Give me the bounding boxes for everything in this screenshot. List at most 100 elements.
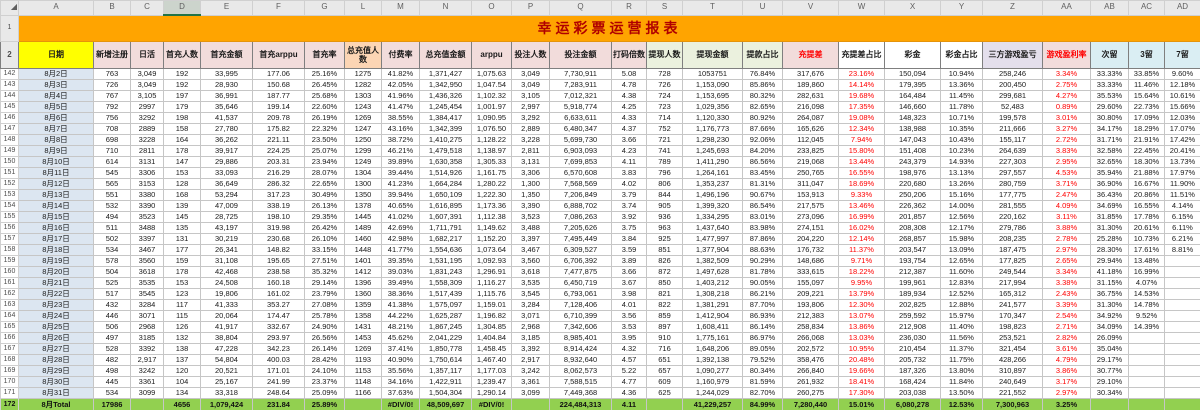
cell[interactable]: 177,775 <box>982 189 1043 201</box>
cell[interactable]: 13.50% <box>940 387 983 399</box>
cell[interactable]: 3545 <box>130 288 164 300</box>
cell[interactable]: 6.11% <box>1164 222 1200 234</box>
cell[interactable]: 1,412,904 <box>682 310 743 322</box>
cell[interactable]: 1299 <box>344 145 382 157</box>
cell[interactable]: 15.97% <box>940 310 983 322</box>
cell[interactable]: 137 <box>163 354 201 366</box>
cell[interactable]: 87.66% <box>742 123 783 135</box>
header-W[interactable]: 充提差占比 <box>838 41 885 69</box>
cell[interactable]: 201,857 <box>884 211 941 223</box>
cell[interactable]: 38.36% <box>381 288 420 300</box>
cell[interactable]: 89.05% <box>742 343 783 355</box>
cell[interactable]: 32.58% <box>1090 145 1129 157</box>
cell[interactable]: 25.09% <box>304 387 345 399</box>
cell[interactable]: 41.02% <box>381 211 420 223</box>
col-letter-P[interactable]: P <box>511 0 550 16</box>
col-letter-Q[interactable]: Q <box>549 0 612 16</box>
cell[interactable]: 11.84% <box>940 376 983 388</box>
cell[interactable]: 498 <box>93 365 131 377</box>
cell[interactable]: 11.78% <box>940 101 983 113</box>
cell[interactable]: 1,575,097 <box>419 299 472 311</box>
cell[interactable]: 3,392 <box>511 343 550 355</box>
cell[interactable]: 10.61% <box>1164 90 1200 102</box>
cell[interactable]: 227,303 <box>982 156 1043 168</box>
cell[interactable]: 17.35% <box>838 101 885 113</box>
cell[interactable]: 38.72% <box>381 134 420 146</box>
cell[interactable]: 41.47% <box>381 101 420 113</box>
cell[interactable]: 1303 <box>344 90 382 102</box>
cell[interactable]: 3185 <box>130 332 164 344</box>
cell[interactable]: 17.07% <box>1164 123 1200 135</box>
cell[interactable]: 7,206,849 <box>549 189 612 201</box>
cell[interactable]: 338.19 <box>252 200 305 212</box>
cell[interactable]: 332.67 <box>252 321 305 333</box>
cell[interactable]: 4.01 <box>611 299 647 311</box>
cell[interactable]: 1,280.22 <box>471 178 512 190</box>
cell[interactable]: 8,932,640 <box>549 354 612 366</box>
cell[interactable]: 31.15% <box>1090 277 1129 289</box>
cell[interactable]: 565 <box>93 178 131 190</box>
cell[interactable]: 23.79% <box>304 288 345 300</box>
cell[interactable]: 86.56% <box>742 156 783 168</box>
cell[interactable]: 7,449,368 <box>549 387 612 399</box>
cell[interactable]: 261,932 <box>782 376 839 388</box>
cell[interactable]: 179,395 <box>884 79 941 91</box>
cell[interactable]: 1,496,196 <box>682 189 743 201</box>
cell[interactable]: 86.54% <box>742 200 783 212</box>
date-cell[interactable]: 8月22日 <box>18 288 94 300</box>
cell[interactable]: 80.32% <box>742 90 783 102</box>
cell[interactable]: 132 <box>163 332 201 344</box>
cell[interactable]: 30.80% <box>1090 112 1129 124</box>
cell[interactable]: 1489 <box>344 222 382 234</box>
cell[interactable]: 1243 <box>344 101 382 113</box>
cell[interactable] <box>1164 332 1200 344</box>
cell[interactable]: 250,206 <box>884 189 941 201</box>
cell[interactable]: 18.29% <box>1128 123 1165 135</box>
total-cell[interactable] <box>1164 398 1200 410</box>
cell[interactable]: 3.56 <box>611 310 647 322</box>
cell[interactable]: 36,991 <box>200 90 253 102</box>
cell[interactable]: 33.33% <box>1090 79 1129 91</box>
cell[interactable]: 1448 <box>344 244 382 256</box>
cell[interactable]: 86.93% <box>742 310 783 322</box>
cell[interactable]: 7,477,875 <box>549 266 612 278</box>
cell[interactable]: 14.93% <box>940 156 983 168</box>
cell[interactable]: 1300 <box>344 178 382 190</box>
cell[interactable] <box>1164 299 1200 311</box>
cell[interactable]: 3,467 <box>511 244 550 256</box>
cell[interactable]: 1,353,237 <box>682 178 743 190</box>
cell[interactable]: 11.60% <box>940 266 983 278</box>
cell[interactable]: 104 <box>163 376 201 388</box>
cell[interactable]: 2889 <box>130 123 164 135</box>
cell[interactable]: 310,897 <box>982 365 1043 377</box>
cell[interactable]: 936 <box>646 211 683 223</box>
cell[interactable] <box>1128 387 1165 399</box>
cell[interactable]: 3,131 <box>511 156 550 168</box>
cell[interactable]: 41,537 <box>200 112 253 124</box>
cell[interactable]: 796 <box>646 167 683 179</box>
cell[interactable]: 625 <box>646 387 683 399</box>
cell[interactable]: 1,381,291 <box>682 299 743 311</box>
cell[interactable]: 1,264,161 <box>682 167 743 179</box>
total-cell[interactable]: 4.11 <box>611 398 647 410</box>
cell[interactable]: 1,300 <box>511 178 550 190</box>
cell[interactable]: 293.97 <box>252 332 305 344</box>
cell[interactable]: 299,681 <box>982 90 1043 102</box>
row-number[interactable]: 145 <box>0 101 19 113</box>
cell[interactable]: 502 <box>93 233 131 245</box>
cell[interactable]: 35.04% <box>1090 343 1129 355</box>
cell[interactable]: 1,073.64 <box>471 244 512 256</box>
cell[interactable]: 238.58 <box>252 266 305 278</box>
cell[interactable]: 728 <box>646 68 683 80</box>
cell[interactable]: 204,220 <box>782 233 839 245</box>
cell[interactable]: 6,450,719 <box>549 277 612 289</box>
cell[interactable]: 203.31 <box>252 156 305 168</box>
cell[interactable]: 27.08% <box>304 299 345 311</box>
cell[interactable]: 3.11% <box>1042 211 1091 223</box>
cell[interactable]: 31,108 <box>200 255 253 267</box>
cell[interactable]: 14.14% <box>838 79 885 91</box>
col-letter-L[interactable]: L <box>344 0 382 16</box>
row-number[interactable]: 151 <box>0 167 19 179</box>
cell[interactable]: 39,917 <box>200 145 253 157</box>
cell[interactable]: 4.25 <box>611 101 647 113</box>
